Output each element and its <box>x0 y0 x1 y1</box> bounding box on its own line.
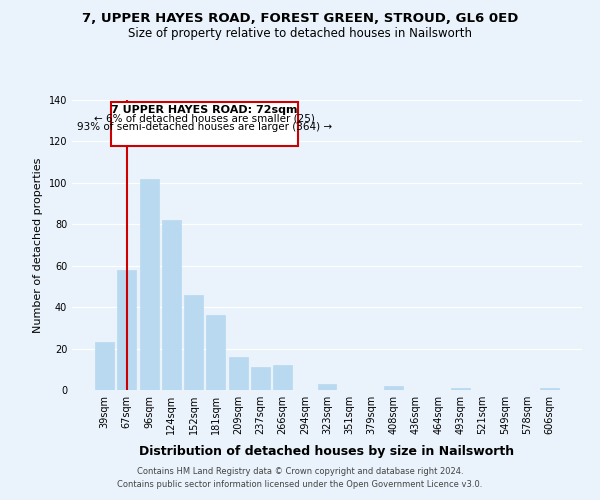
Bar <box>229 357 248 390</box>
Bar <box>317 384 337 390</box>
Bar <box>451 388 470 390</box>
Text: Contains public sector information licensed under the Open Government Licence v3: Contains public sector information licen… <box>118 480 482 489</box>
FancyBboxPatch shape <box>111 102 298 146</box>
X-axis label: Distribution of detached houses by size in Nailsworth: Distribution of detached houses by size … <box>139 446 515 458</box>
Bar <box>140 178 158 390</box>
Bar <box>118 270 136 390</box>
Bar <box>540 388 559 390</box>
Bar <box>206 316 225 390</box>
Y-axis label: Number of detached properties: Number of detached properties <box>33 158 43 332</box>
Text: 7, UPPER HAYES ROAD, FOREST GREEN, STROUD, GL6 0ED: 7, UPPER HAYES ROAD, FOREST GREEN, STROU… <box>82 12 518 26</box>
Text: 93% of semi-detached houses are larger (364) →: 93% of semi-detached houses are larger (… <box>77 122 332 132</box>
Bar <box>384 386 403 390</box>
Text: Contains HM Land Registry data © Crown copyright and database right 2024.: Contains HM Land Registry data © Crown c… <box>137 467 463 476</box>
Text: ← 6% of detached houses are smaller (25): ← 6% of detached houses are smaller (25) <box>94 114 315 124</box>
Text: 7 UPPER HAYES ROAD: 72sqm: 7 UPPER HAYES ROAD: 72sqm <box>112 105 298 115</box>
Bar <box>273 365 292 390</box>
Bar <box>95 342 114 390</box>
Text: Size of property relative to detached houses in Nailsworth: Size of property relative to detached ho… <box>128 28 472 40</box>
Bar <box>162 220 181 390</box>
Bar <box>251 367 270 390</box>
Bar <box>184 294 203 390</box>
